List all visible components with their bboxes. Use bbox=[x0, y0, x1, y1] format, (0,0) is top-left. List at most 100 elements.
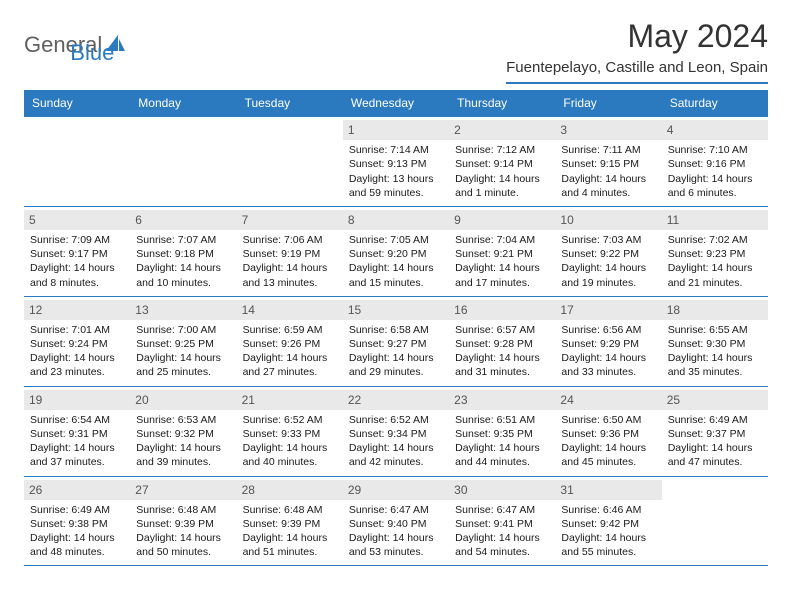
day-number: 14 bbox=[237, 300, 343, 320]
day-info: Sunrise: 7:05 AMSunset: 9:20 PMDaylight:… bbox=[349, 233, 443, 290]
day-number: 4 bbox=[662, 120, 768, 140]
day-number: 28 bbox=[237, 480, 343, 500]
day-cell: 5 Sunrise: 7:09 AMSunset: 9:17 PMDaylight… bbox=[24, 207, 130, 296]
day-info: Sunrise: 6:59 AMSunset: 9:26 PMDaylight:… bbox=[243, 323, 337, 380]
weekday-header: Sunday bbox=[24, 90, 130, 116]
day-info: Sunrise: 6:54 AMSunset: 9:31 PMDaylight:… bbox=[30, 413, 124, 470]
day-number: 9 bbox=[449, 210, 555, 230]
day-info: Sunrise: 6:47 AMSunset: 9:40 PMDaylight:… bbox=[349, 503, 443, 560]
logo: General Blue bbox=[24, 24, 114, 66]
day-info: Sunrise: 6:46 AMSunset: 9:42 PMDaylight:… bbox=[561, 503, 655, 560]
calendar: SundayMondayTuesdayWednesdayThursdayFrid… bbox=[24, 90, 768, 566]
title-block: May 2024 Fuentepelayo, Castille and Leon… bbox=[506, 18, 768, 84]
day-info: Sunrise: 6:53 AMSunset: 9:32 PMDaylight:… bbox=[136, 413, 230, 470]
day-number: 8 bbox=[343, 210, 449, 230]
week-row: 26Sunrise: 6:49 AMSunset: 9:38 PMDayligh… bbox=[24, 476, 768, 567]
day-number: 25 bbox=[662, 390, 768, 410]
weekday-row: SundayMondayTuesdayWednesdayThursdayFrid… bbox=[24, 90, 768, 116]
day-cell bbox=[130, 117, 236, 206]
day-info: Sunrise: 6:57 AMSunset: 9:28 PMDaylight:… bbox=[455, 323, 549, 380]
day-cell: 12 Sunrise: 7:01 AMSunset: 9:24 PMDayligh… bbox=[24, 297, 130, 386]
day-cell: 29 Sunrise: 6:47 AMSunset: 9:40 PMDayligh… bbox=[343, 477, 449, 566]
day-info: Sunrise: 7:00 AMSunset: 9:25 PMDaylight:… bbox=[136, 323, 230, 380]
day-number: 16 bbox=[449, 300, 555, 320]
day-info: Sunrise: 7:06 AMSunset: 9:19 PMDaylight:… bbox=[243, 233, 337, 290]
day-number: 7 bbox=[237, 210, 343, 230]
weekday-header: Thursday bbox=[449, 90, 555, 116]
weekday-header: Tuesday bbox=[237, 90, 343, 116]
day-cell: 25 Sunrise: 6:49 AMSunset: 9:37 PMDayligh… bbox=[662, 387, 768, 476]
page-title: May 2024 bbox=[506, 18, 768, 55]
weekday-header: Saturday bbox=[662, 90, 768, 116]
day-info: Sunrise: 7:09 AMSunset: 9:17 PMDaylight:… bbox=[30, 233, 124, 290]
day-cell: 18Sunrise: 6:55 AMSunset: 9:30 PMDayligh… bbox=[662, 297, 768, 386]
day-number: 23 bbox=[449, 390, 555, 410]
day-info: Sunrise: 6:49 AMSunset: 9:38 PMDaylight:… bbox=[30, 503, 124, 560]
day-cell: 20 Sunrise: 6:53 AMSunset: 9:32 PMDayligh… bbox=[130, 387, 236, 476]
week-row: 5 Sunrise: 7:09 AMSunset: 9:17 PMDaylight… bbox=[24, 206, 768, 296]
day-number: 27 bbox=[130, 480, 236, 500]
day-cell: 15 Sunrise: 6:58 AMSunset: 9:27 PMDayligh… bbox=[343, 297, 449, 386]
day-info: Sunrise: 6:58 AMSunset: 9:27 PMDaylight:… bbox=[349, 323, 443, 380]
day-number: 2 bbox=[449, 120, 555, 140]
day-number: 17 bbox=[555, 300, 661, 320]
day-number: 31 bbox=[555, 480, 661, 500]
day-cell: 30 Sunrise: 6:47 AMSunset: 9:41 PMDayligh… bbox=[449, 477, 555, 566]
day-cell bbox=[24, 117, 130, 206]
day-cell: 26Sunrise: 6:49 AMSunset: 9:38 PMDayligh… bbox=[24, 477, 130, 566]
day-number: 13 bbox=[130, 300, 236, 320]
day-number: 21 bbox=[237, 390, 343, 410]
location: Fuentepelayo, Castille and Leon, Spain bbox=[506, 59, 768, 84]
day-number: 11 bbox=[662, 210, 768, 230]
day-cell: 23Sunrise: 6:51 AMSunset: 9:35 PMDayligh… bbox=[449, 387, 555, 476]
weekday-header: Friday bbox=[555, 90, 661, 116]
day-info: Sunrise: 7:10 AMSunset: 9:16 PMDaylight:… bbox=[668, 143, 762, 200]
day-info: Sunrise: 6:48 AMSunset: 9:39 PMDaylight:… bbox=[136, 503, 230, 560]
day-info: Sunrise: 6:48 AMSunset: 9:39 PMDaylight:… bbox=[243, 503, 337, 560]
day-number: 22 bbox=[343, 390, 449, 410]
day-cell: 24Sunrise: 6:50 AMSunset: 9:36 PMDayligh… bbox=[555, 387, 661, 476]
day-number: 3 bbox=[555, 120, 661, 140]
weekday-header: Wednesday bbox=[343, 90, 449, 116]
logo-word2: Blue bbox=[70, 40, 114, 65]
day-cell: 22 Sunrise: 6:52 AMSunset: 9:34 PMDayligh… bbox=[343, 387, 449, 476]
day-cell: 7 Sunrise: 7:06 AMSunset: 9:19 PMDaylight… bbox=[237, 207, 343, 296]
day-number: 29 bbox=[343, 480, 449, 500]
day-cell: 6 Sunrise: 7:07 AMSunset: 9:18 PMDaylight… bbox=[130, 207, 236, 296]
day-info: Sunrise: 6:47 AMSunset: 9:41 PMDaylight:… bbox=[455, 503, 549, 560]
week-row: 19Sunrise: 6:54 AMSunset: 9:31 PMDayligh… bbox=[24, 386, 768, 476]
day-cell: 27 Sunrise: 6:48 AMSunset: 9:39 PMDayligh… bbox=[130, 477, 236, 566]
day-number: 6 bbox=[130, 210, 236, 230]
day-number: 20 bbox=[130, 390, 236, 410]
day-info: Sunrise: 7:02 AMSunset: 9:23 PMDaylight:… bbox=[668, 233, 762, 290]
day-number: 10 bbox=[555, 210, 661, 230]
day-number: 12 bbox=[24, 300, 130, 320]
day-cell: 9 Sunrise: 7:04 AMSunset: 9:21 PMDaylight… bbox=[449, 207, 555, 296]
day-cell: 13 Sunrise: 7:00 AMSunset: 9:25 PMDayligh… bbox=[130, 297, 236, 386]
day-cell: 16 Sunrise: 6:57 AMSunset: 9:28 PMDayligh… bbox=[449, 297, 555, 386]
day-cell: 19Sunrise: 6:54 AMSunset: 9:31 PMDayligh… bbox=[24, 387, 130, 476]
day-cell: 2 Sunrise: 7:12 AMSunset: 9:14 PMDaylight… bbox=[449, 117, 555, 206]
weeks-container: 1Sunrise: 7:14 AMSunset: 9:13 PMDaylight… bbox=[24, 116, 768, 566]
day-info: Sunrise: 6:49 AMSunset: 9:37 PMDaylight:… bbox=[668, 413, 762, 470]
day-info: Sunrise: 7:12 AMSunset: 9:14 PMDaylight:… bbox=[455, 143, 549, 200]
day-info: Sunrise: 7:04 AMSunset: 9:21 PMDaylight:… bbox=[455, 233, 549, 290]
day-info: Sunrise: 6:52 AMSunset: 9:33 PMDaylight:… bbox=[243, 413, 337, 470]
day-cell: 17Sunrise: 6:56 AMSunset: 9:29 PMDayligh… bbox=[555, 297, 661, 386]
day-info: Sunrise: 6:55 AMSunset: 9:30 PMDaylight:… bbox=[668, 323, 762, 380]
day-info: Sunrise: 7:03 AMSunset: 9:22 PMDaylight:… bbox=[561, 233, 655, 290]
day-number: 5 bbox=[24, 210, 130, 230]
header: General Blue May 2024 Fuentepelayo, Cast… bbox=[24, 18, 768, 84]
day-info: Sunrise: 7:01 AMSunset: 9:24 PMDaylight:… bbox=[30, 323, 124, 380]
day-number: 30 bbox=[449, 480, 555, 500]
day-cell: 4 Sunrise: 7:10 AMSunset: 9:16 PMDaylight… bbox=[662, 117, 768, 206]
day-info: Sunrise: 7:07 AMSunset: 9:18 PMDaylight:… bbox=[136, 233, 230, 290]
day-cell: 10 Sunrise: 7:03 AMSunset: 9:22 PMDayligh… bbox=[555, 207, 661, 296]
day-number: 15 bbox=[343, 300, 449, 320]
day-cell: 31 Sunrise: 6:46 AMSunset: 9:42 PMDayligh… bbox=[555, 477, 661, 566]
day-cell: 21 Sunrise: 6:52 AMSunset: 9:33 PMDayligh… bbox=[237, 387, 343, 476]
weekday-header: Monday bbox=[130, 90, 236, 116]
day-info: Sunrise: 6:52 AMSunset: 9:34 PMDaylight:… bbox=[349, 413, 443, 470]
week-row: 12 Sunrise: 7:01 AMSunset: 9:24 PMDayligh… bbox=[24, 296, 768, 386]
day-info: Sunrise: 6:50 AMSunset: 9:36 PMDaylight:… bbox=[561, 413, 655, 470]
